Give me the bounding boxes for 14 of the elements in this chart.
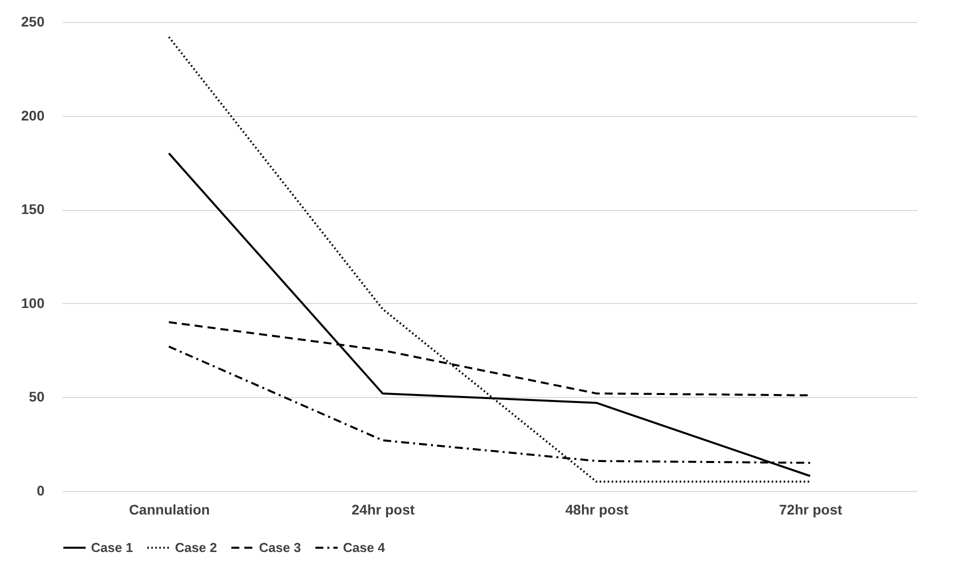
y-tick-label: 50	[28, 388, 45, 405]
legend-label: Case 1	[91, 540, 133, 555]
legend-label: Case 4	[343, 540, 386, 555]
x-tick-label: Cannulation	[128, 502, 210, 518]
y-tick-label: 250	[21, 14, 45, 30]
x-tick-label: 72hr post	[779, 502, 842, 518]
x-tick-label: 24hr post	[352, 502, 415, 518]
x-tick-label: 48hr post	[565, 502, 629, 518]
y-tick-label: 100	[21, 294, 45, 311]
y-tick-label: 150	[21, 201, 45, 218]
legend-label: Case 2	[175, 540, 217, 555]
legend-label: Case 3	[259, 540, 301, 555]
y-tick-label: 0	[36, 482, 45, 498]
y-tick-label: 200	[21, 107, 45, 124]
